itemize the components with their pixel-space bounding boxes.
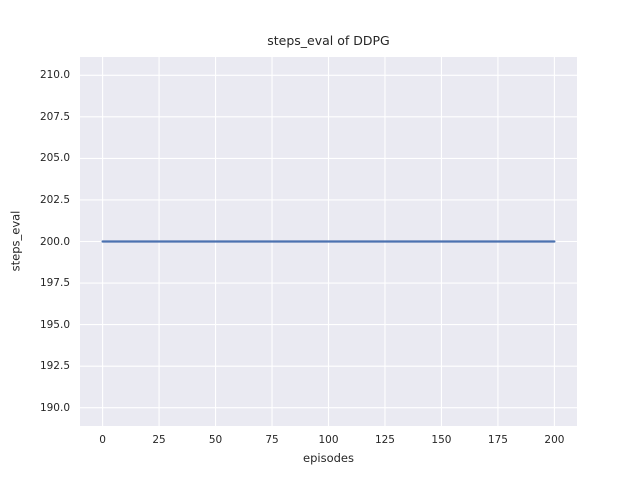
x-tick-label: 175 (487, 434, 508, 446)
x-tick-label: 125 (374, 434, 395, 446)
chart-title: steps_eval of DDPG (267, 33, 390, 48)
x-tick-label: 0 (99, 434, 106, 446)
y-tick-label: 192.5 (39, 360, 70, 373)
chart-svg (80, 57, 577, 426)
y-tick-label: 197.5 (39, 277, 70, 290)
x-tick-label: 25 (152, 434, 166, 446)
x-tick-label: 75 (265, 434, 279, 446)
y-tick-label: 195.0 (39, 318, 70, 331)
x-tick-label: 50 (208, 434, 223, 446)
x-tick-label: 150 (431, 434, 452, 446)
plot-area (80, 57, 577, 426)
y-tick-label: 205.0 (39, 152, 70, 165)
x-axis-label: episodes (303, 451, 354, 465)
y-tick-label: 207.5 (39, 110, 70, 123)
y-axis-label: steps_eval (8, 210, 23, 272)
y-tick-label: 202.5 (39, 193, 70, 206)
y-tick-label: 190.0 (39, 401, 70, 414)
x-tick-label: 200 (544, 434, 565, 446)
y-tick-label: 200.0 (39, 235, 70, 248)
x-tick-label: 100 (318, 434, 339, 446)
y-tick-label: 210.0 (39, 69, 70, 82)
